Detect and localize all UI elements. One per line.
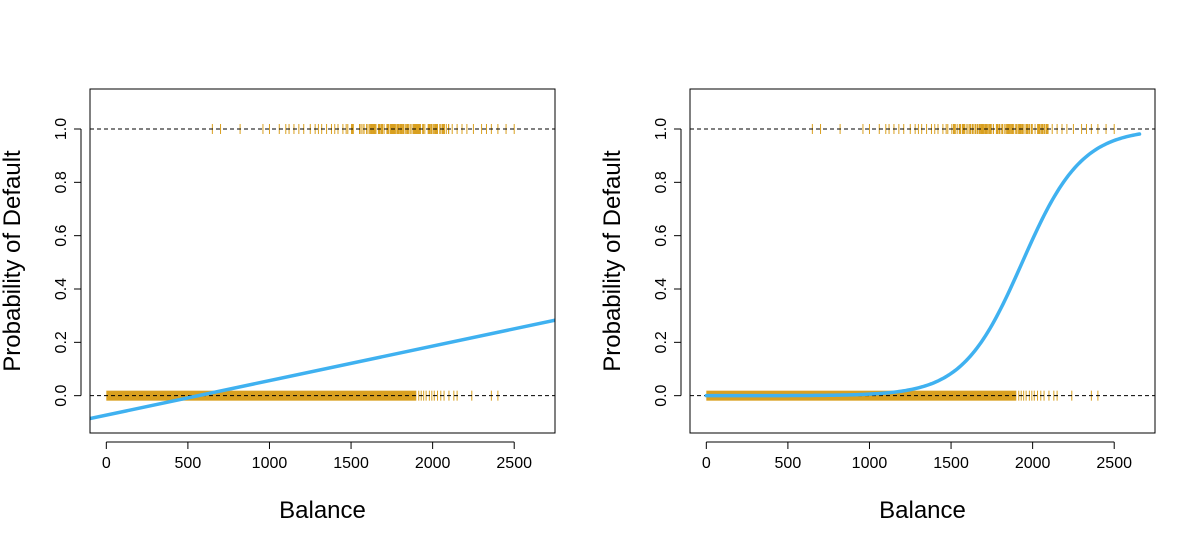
y-tick-label: 0.4 (53, 278, 70, 300)
fit-curve-logistic (704, 132, 1142, 398)
x-tick-label: 0 (102, 455, 111, 472)
y-tick-label: 1.0 (53, 118, 70, 140)
y-tick-label: 0.8 (653, 171, 670, 193)
y-tick-label: 0.0 (53, 384, 70, 406)
x-tick-label: 2000 (415, 455, 451, 472)
x-tick-label: 500 (175, 455, 202, 472)
x-axis-title: Balance (879, 497, 966, 524)
x-tick-label: 2500 (1096, 455, 1132, 472)
plot-frame (689, 88, 1156, 434)
x-tick-label: 1500 (933, 455, 969, 472)
x-tick-label: 1500 (333, 455, 369, 472)
y-tick-label: 1.0 (653, 118, 670, 140)
left-panel-linear-regression: 0 500 1000 1500 2000 2500 Balance 0.0 0.2 0.4 0.6 0… (0, 88, 556, 524)
x-tick-label: 2500 (496, 455, 532, 472)
y-axis-title: Probability of Default (0, 150, 26, 372)
y-tick-label: 0.6 (653, 224, 670, 246)
x-tick-label: 0 (702, 455, 711, 472)
y-tick-label: 0.8 (53, 171, 70, 193)
y-tick-label: 0.0 (653, 384, 670, 406)
x-tick-label: 500 (775, 455, 802, 472)
x-tick-label: 1000 (252, 455, 288, 472)
right-panel-logistic-regression: 0 500 1000 1500 2000 2500 Balance 0.0 0.2 0.4 0.6 0… (599, 88, 1156, 524)
y-axis-title: Probability of Default (599, 150, 626, 372)
y-tick-label: 0.2 (53, 331, 70, 353)
x-tick-label: 1000 (852, 455, 888, 472)
fit-line-linear (90, 318, 555, 421)
x-axis-title: Balance (279, 497, 366, 524)
x-tick-label: 2000 (1015, 455, 1051, 472)
plot-area (690, 124, 1155, 401)
y-tick-label: 0.4 (653, 278, 670, 300)
y-tick-label: 0.6 (53, 224, 70, 246)
plot-area (90, 124, 555, 421)
y-tick-label: 0.2 (653, 331, 670, 353)
plot-frame (89, 88, 556, 434)
